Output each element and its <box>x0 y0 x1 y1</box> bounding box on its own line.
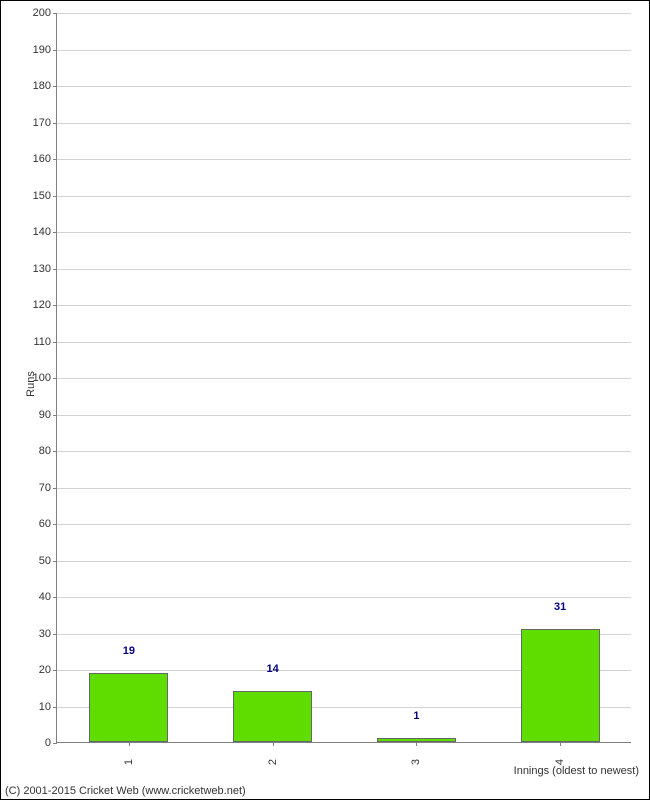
y-tick-label: 80 <box>39 445 57 457</box>
copyright-text: (C) 2001-2015 Cricket Web (www.cricketwe… <box>5 785 246 797</box>
x-tick-label: 2 <box>267 759 279 765</box>
y-tick-label: 60 <box>39 518 57 530</box>
grid-line <box>57 13 631 14</box>
x-tick-mark <box>273 742 274 746</box>
x-tick-mark <box>129 742 130 746</box>
x-tick-label: 3 <box>410 759 422 765</box>
bar <box>89 673 168 742</box>
y-tick-label: 90 <box>39 409 57 421</box>
runs-bar-chart: 0102030405060708090100110120130140150160… <box>0 0 650 800</box>
bar-value-label: 14 <box>267 663 279 677</box>
y-tick-label: 110 <box>33 336 57 348</box>
bar-value-label: 19 <box>123 645 135 659</box>
grid-line <box>57 488 631 489</box>
grid-line <box>57 597 631 598</box>
y-tick-label: 190 <box>33 44 57 56</box>
bar <box>521 629 600 742</box>
y-tick-label: 10 <box>39 701 57 713</box>
grid-line <box>57 342 631 343</box>
grid-line <box>57 524 631 525</box>
grid-line <box>57 269 631 270</box>
x-tick-label: 1 <box>123 759 135 765</box>
grid-line <box>57 561 631 562</box>
grid-line <box>57 415 631 416</box>
grid-line <box>57 86 631 87</box>
y-tick-label: 170 <box>33 117 57 129</box>
y-tick-label: 20 <box>39 664 57 676</box>
y-tick-label: 140 <box>33 226 57 238</box>
grid-line <box>57 232 631 233</box>
y-tick-label: 30 <box>39 628 57 640</box>
y-tick-label: 150 <box>33 190 57 202</box>
plot-area: 0102030405060708090100110120130140150160… <box>56 13 631 743</box>
grid-line <box>57 196 631 197</box>
bar-value-label: 31 <box>554 601 566 615</box>
y-tick-label: 200 <box>33 7 57 19</box>
bar <box>233 691 312 742</box>
grid-line <box>57 159 631 160</box>
bar-value-label: 1 <box>413 710 419 724</box>
y-tick-label: 40 <box>39 591 57 603</box>
grid-line <box>57 378 631 379</box>
grid-line <box>57 50 631 51</box>
y-tick-label: 120 <box>33 299 57 311</box>
y-axis-title: Runs <box>25 371 37 397</box>
y-tick-label: 130 <box>33 263 57 275</box>
y-tick-label: 180 <box>33 80 57 92</box>
y-tick-label: 0 <box>45 737 57 749</box>
grid-line <box>57 123 631 124</box>
y-tick-label: 160 <box>33 153 57 165</box>
y-tick-label: 70 <box>39 482 57 494</box>
x-tick-mark <box>416 742 417 746</box>
y-tick-label: 50 <box>39 555 57 567</box>
x-axis-title: Innings (oldest to newest) <box>514 765 639 777</box>
x-tick-mark <box>560 742 561 746</box>
grid-line <box>57 305 631 306</box>
grid-line <box>57 451 631 452</box>
